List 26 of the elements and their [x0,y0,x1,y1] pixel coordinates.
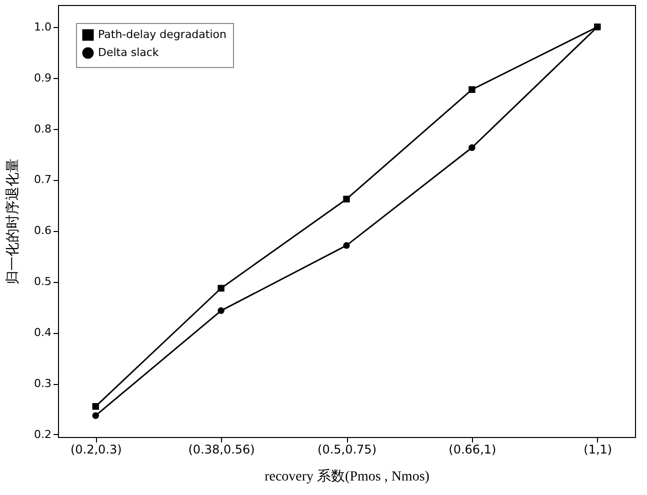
point [92,412,99,419]
y-tick-label: 0.5 [34,275,52,288]
x-tick-label: (0.66,1) [448,442,496,456]
legend-label: Path-delay degradation [98,28,227,41]
y-axis-title: 归一化的时序退化量 [5,158,22,284]
point [218,284,224,292]
point [343,196,350,202]
y-tick-label: 0.3 [34,377,52,390]
legend-label: Delta slack [98,46,160,59]
x-tick-label: (1,1) [584,442,612,456]
y-tick-label: 0.4 [34,326,52,340]
point [92,403,99,410]
x-axis-title: recovery 系数(Pmos , Nmos) [264,468,430,484]
point [468,144,476,151]
y-tick-label: 0.9 [34,71,52,84]
point [343,242,350,249]
x-tick-label: (0.5,0.75) [318,442,376,456]
y-tick-label: 0.2 [34,428,52,441]
x-tick-label: (0.2,0.3) [70,442,122,456]
point [468,86,476,93]
point [218,307,224,314]
y-tick-label: 0.6 [34,224,52,238]
y-tick-label: 0.7 [34,173,52,186]
x-tick-label: (0.38,0.56) [188,442,255,456]
y-tick-label: 1.0 [34,20,52,34]
y-tick-label: 0.8 [34,122,52,136]
